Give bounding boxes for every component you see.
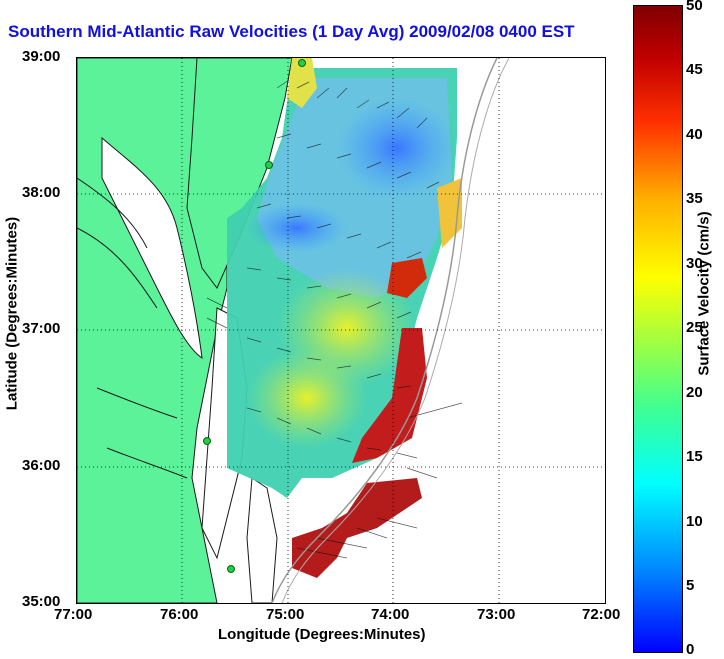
y-tick-label: 38:00 <box>22 184 61 201</box>
radar-stations <box>203 59 306 573</box>
x-tick-label: 74:00 <box>371 606 410 623</box>
x-tick-label: 75:00 <box>266 606 305 623</box>
bay-water <box>101 136 203 360</box>
y-tick-label: 39:00 <box>22 48 61 65</box>
x-tick-label: 72:00 <box>582 606 621 623</box>
y-tick-label: 35:00 <box>22 593 61 610</box>
colorbar-tick: 5 <box>686 577 695 594</box>
x-axis-label: Longitude (Degrees:Minutes) <box>218 626 426 643</box>
colorbar-tick: 50 <box>686 0 703 14</box>
map-plot-area <box>76 57 606 604</box>
colorbar-label: Surface Velocity (cm/s) <box>695 211 713 376</box>
map-title: Southern Mid-Atlantic Raw Velocities (1 … <box>8 22 575 41</box>
x-tick-label: 77:00 <box>54 606 93 623</box>
colorbar <box>633 5 683 653</box>
colorbar-tick: 15 <box>686 448 703 465</box>
station-marker <box>203 437 211 445</box>
x-tick-label: 73:00 <box>477 606 516 623</box>
grid-lines <box>77 58 605 603</box>
colorbar-tick: 45 <box>686 61 703 78</box>
colorbar-tick: 35 <box>686 190 703 207</box>
colorbar-tick: 20 <box>686 384 703 401</box>
colorbar-tick: 40 <box>686 126 703 143</box>
map-svg <box>77 58 605 603</box>
colorbar-tick: 30 <box>686 255 703 272</box>
colorbar-tick: 0 <box>686 641 695 658</box>
station-marker <box>265 161 273 169</box>
colorbar-tick: 25 <box>686 319 703 336</box>
colorbar-tick: 10 <box>686 513 703 530</box>
station-marker <box>227 565 235 573</box>
station-marker <box>298 59 306 67</box>
y-axis-label: Latitude (Degrees:Minutes) <box>3 216 21 411</box>
x-tick-label: 76:00 <box>160 606 199 623</box>
y-tick-label: 37:00 <box>22 320 61 337</box>
y-tick-label: 36:00 <box>22 457 61 474</box>
